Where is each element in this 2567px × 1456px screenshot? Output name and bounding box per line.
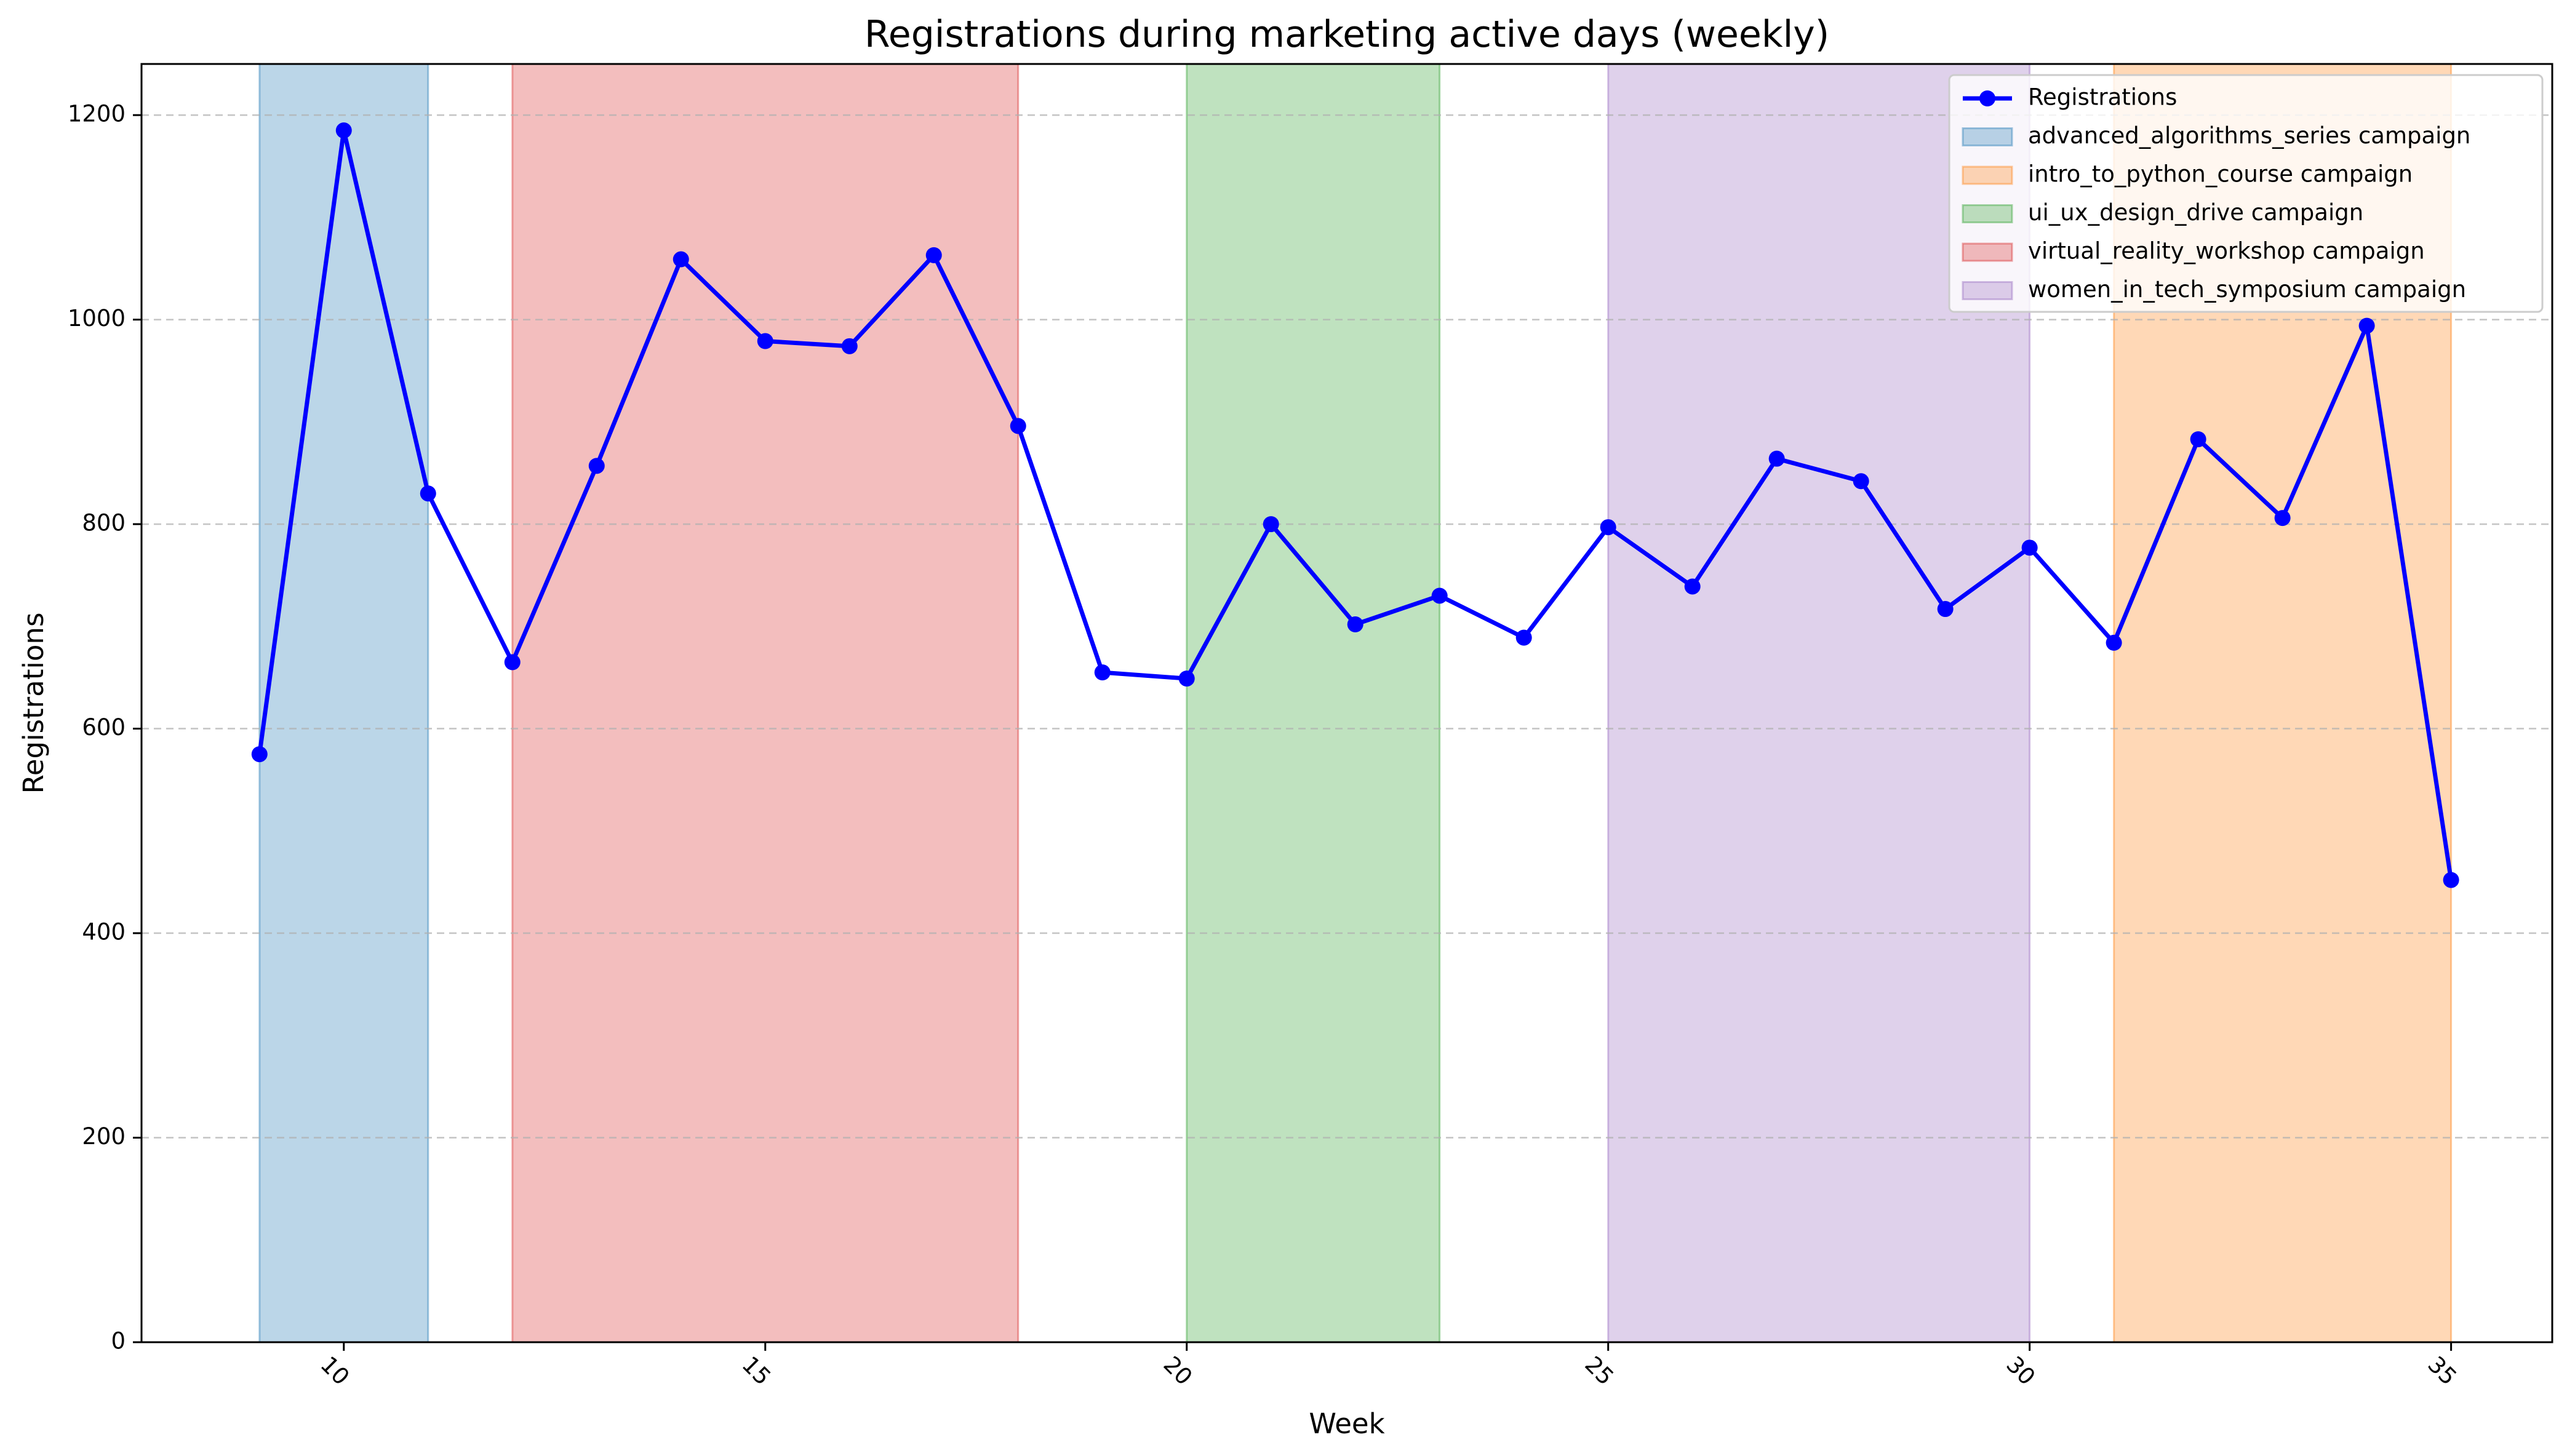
y-tick-label: 1200 <box>68 101 126 127</box>
y-axis-ticks: 0 200 400 600 800 1000 1200 <box>68 101 142 1355</box>
data-point <box>1263 516 1279 533</box>
legend-label: Registrations <box>2028 84 2177 111</box>
data-point <box>673 251 689 268</box>
legend-label: women_in_tech_symposium campaign <box>2028 276 2466 303</box>
data-point <box>2021 539 2038 556</box>
y-tick-label: 400 <box>82 919 126 945</box>
x-axis-title: Week <box>1309 1407 1384 1440</box>
legend-patch-swatch <box>1962 281 2013 300</box>
legend-patch-swatch <box>1962 165 2013 185</box>
data-point <box>1010 418 1026 434</box>
data-point <box>588 458 605 474</box>
y-tick-label: 800 <box>82 510 126 536</box>
data-point <box>1094 664 1111 681</box>
legend-label: intro_to_python_course campaign <box>2028 161 2413 188</box>
legend-label: ui_ux_design_drive campaign <box>2028 199 2363 226</box>
campaign-band-0 <box>258 63 429 1343</box>
legend-label: virtual_reality_workshop campaign <box>2028 238 2425 265</box>
data-point <box>335 122 352 139</box>
legend-label: advanced_algorithms_series campaign <box>2028 122 2470 149</box>
data-point <box>1600 519 1616 536</box>
legend-marker <box>1979 90 1995 106</box>
data-point <box>757 333 773 349</box>
data-point <box>2190 431 2206 448</box>
legend-patch-swatch <box>1962 242 2013 262</box>
y-axis-title: Registrations <box>17 613 50 794</box>
campaign-band-2 <box>1186 63 1441 1343</box>
data-point <box>1515 629 1532 646</box>
chart-title: Registrations during marketing active da… <box>864 13 1829 56</box>
legend-patch-swatch <box>1962 204 2013 223</box>
y-tick-label: 600 <box>82 714 126 741</box>
data-point <box>2443 872 2459 888</box>
data-point <box>420 485 436 502</box>
data-point <box>1853 473 1869 490</box>
y-tick-label: 1000 <box>68 305 126 332</box>
series-layer <box>251 122 2459 888</box>
legend-patch-swatch <box>1962 127 2013 146</box>
campaign-bands <box>258 63 2453 1343</box>
data-point <box>925 247 942 263</box>
data-point <box>1684 578 1701 595</box>
legend: Registrations advanced_algorithms_series … <box>1948 74 2544 313</box>
plot-frame <box>140 63 2553 1343</box>
data-point <box>1178 670 1195 687</box>
data-point <box>1768 450 1785 467</box>
legend-box <box>1948 74 2544 313</box>
data-point <box>2358 317 2375 334</box>
data-point <box>2274 510 2291 527</box>
campaign-band-3 <box>511 63 1020 1343</box>
y-tick-label: 0 <box>111 1328 126 1355</box>
data-point <box>1347 616 1363 632</box>
data-point <box>841 338 858 354</box>
data-point <box>1937 601 1954 618</box>
data-point <box>1431 587 1448 604</box>
data-point <box>504 654 521 670</box>
data-point <box>2106 634 2122 651</box>
y-tick-label: 200 <box>82 1123 126 1150</box>
data-point <box>251 746 268 763</box>
